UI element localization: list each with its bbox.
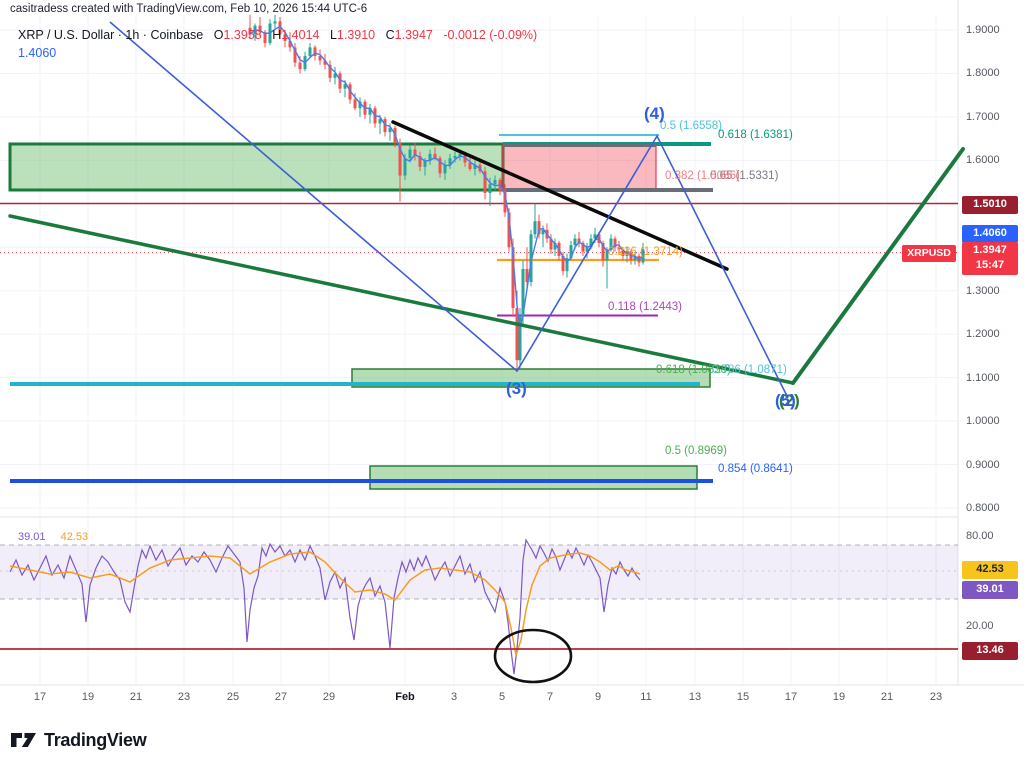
price-badge-line: 15:47 bbox=[975, 259, 1005, 271]
highlight-ellipse bbox=[493, 628, 573, 684]
wave-label: (2) bbox=[779, 391, 800, 410]
time-tick[interactable]: 11 bbox=[640, 691, 652, 703]
price-badge-line: 1.5010 bbox=[973, 197, 1007, 210]
time-tick[interactable]: Feb bbox=[395, 691, 415, 703]
ohlc-high-value: 1.4014 bbox=[281, 28, 320, 42]
ohlc-open-key: O bbox=[213, 28, 224, 42]
price-badge: 1.4060 bbox=[962, 224, 1018, 243]
price-badge: 1.5010 bbox=[962, 195, 1018, 214]
symbol-price-tag: XRPUSD bbox=[902, 244, 956, 262]
time-tick[interactable]: 21 bbox=[129, 691, 143, 703]
time-tick[interactable]: 21 bbox=[880, 691, 894, 703]
ohlc-close-key: C bbox=[385, 28, 395, 42]
price-tick: 1.8000 bbox=[966, 67, 1000, 79]
fib-label: 0.618 (1.6381) bbox=[718, 129, 793, 141]
fib-label: 0.5 (0.8969) bbox=[665, 445, 728, 457]
price-badge-line: 1.3947 bbox=[973, 244, 1007, 256]
change-value: -0.0012 (-0.09%) bbox=[443, 28, 538, 42]
wave-label: (5) bbox=[775, 391, 796, 410]
tradingview-logo-text: TradingView bbox=[44, 729, 147, 750]
fib-label: 0.5 (1.6558) bbox=[660, 120, 723, 132]
ma-line bbox=[249, 25, 644, 329]
price-badge-line: 42.53 bbox=[976, 562, 1004, 575]
time-tick[interactable]: 17 bbox=[784, 691, 798, 703]
rsi-ma-value: 42.53 bbox=[60, 531, 89, 543]
price-badge: 39.01 bbox=[962, 580, 1018, 599]
ma-legend-value: 1.4060 bbox=[18, 46, 57, 60]
fib-label: 0.854 (0.8641) bbox=[718, 463, 793, 475]
symbol-legend: XRP / U.S. Dollar · 1h · Coinbase O1.395… bbox=[18, 28, 537, 42]
rsi-value: 39.01 bbox=[18, 531, 46, 543]
price-badge: 42.53 bbox=[962, 560, 1018, 579]
ohlc-close-value: 1.3947 bbox=[394, 28, 433, 42]
fib-label: 0.65 (1.5331) bbox=[710, 170, 779, 182]
time-tick[interactable]: 15 bbox=[736, 691, 750, 703]
time-tick[interactable]: 5 bbox=[498, 691, 506, 703]
time-tick[interactable]: 13 bbox=[688, 691, 702, 703]
time-tick[interactable]: 29 bbox=[322, 691, 336, 703]
time-tick[interactable]: 27 bbox=[274, 691, 288, 703]
wave-label: (4) bbox=[644, 104, 665, 123]
price-tick: 1.1000 bbox=[966, 372, 1000, 384]
time-tick[interactable]: 17 bbox=[33, 691, 47, 703]
price-badge-line: 1.4060 bbox=[973, 226, 1007, 239]
price-badge: 13.46 bbox=[962, 641, 1018, 660]
tradingview-logo-icon bbox=[11, 733, 36, 747]
wave-label: (3) bbox=[506, 379, 527, 398]
fib-label: 0.236 (1.3714) bbox=[608, 246, 683, 258]
price-badge-line: 13.46 bbox=[976, 643, 1004, 656]
fib-label: 0.382 (1.5086) bbox=[665, 170, 740, 182]
price-tick: 1.7000 bbox=[966, 111, 1000, 123]
attribution-text: casitradess created with TradingView.com… bbox=[10, 3, 368, 15]
price-tick: 1.9000 bbox=[966, 24, 1000, 36]
fib-label: 0.118 (1.2443) bbox=[608, 301, 682, 313]
price-tick: 1.6000 bbox=[966, 154, 1000, 166]
time-tick[interactable]: 23 bbox=[177, 691, 191, 703]
rsi-tick: 80.00 bbox=[966, 530, 994, 542]
symbol-title[interactable]: XRP / U.S. Dollar · 1h · Coinbase bbox=[18, 28, 204, 42]
time-tick[interactable]: 23 bbox=[929, 691, 943, 703]
rsi-tick: 20.00 bbox=[966, 620, 994, 632]
price-tick: 0.8000 bbox=[966, 502, 1000, 514]
time-tick[interactable]: 3 bbox=[450, 691, 458, 703]
ohlc-low-key: L bbox=[329, 28, 337, 42]
price-tick: 1.2000 bbox=[966, 328, 1000, 340]
tradingview-logo[interactable]: TradingView bbox=[10, 728, 147, 752]
time-tick[interactable]: 9 bbox=[594, 691, 602, 703]
price-tick: 1.3000 bbox=[966, 285, 1000, 297]
candlestick-series bbox=[248, 14, 645, 372]
trend-lines bbox=[8, 120, 965, 385]
time-tick[interactable]: 25 bbox=[226, 691, 240, 703]
rsi-band-zone bbox=[0, 544, 958, 600]
ohlc-open-value: 1.3958 bbox=[223, 28, 262, 42]
rsi-series bbox=[0, 538, 958, 675]
ohlc-high-key: H bbox=[272, 28, 282, 42]
time-tick[interactable]: 7 bbox=[546, 691, 554, 703]
rsi-legend: 39.01 42.53 bbox=[18, 531, 88, 543]
elliott-zigzag-line bbox=[109, 21, 789, 399]
ohlc-low-value: 1.3910 bbox=[336, 28, 376, 42]
price-badge-line: 39.01 bbox=[976, 582, 1004, 595]
fib-label: 0.618 (1.0838) bbox=[656, 364, 731, 376]
time-tick[interactable]: 19 bbox=[832, 691, 846, 703]
price-badge: 1.3947 15:47 bbox=[962, 242, 1018, 275]
fib-label: 0.786 (1.0871) bbox=[712, 364, 787, 376]
price-tick: 0.9000 bbox=[966, 459, 1000, 471]
time-tick[interactable]: 19 bbox=[81, 691, 95, 703]
price-tick: 1.0000 bbox=[966, 415, 1000, 427]
